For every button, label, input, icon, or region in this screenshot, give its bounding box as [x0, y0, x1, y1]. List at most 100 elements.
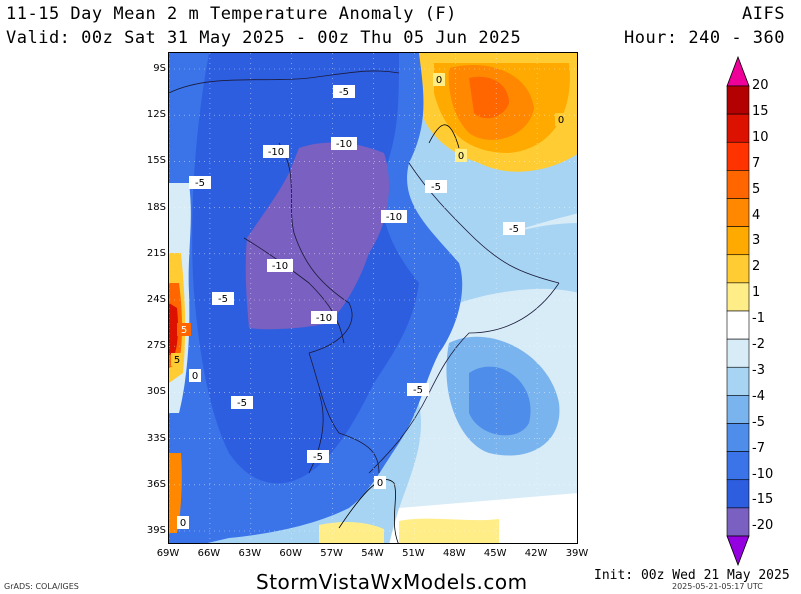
- zero-contour-ne: [428, 124, 460, 149]
- lon-label: 54W: [361, 548, 384, 559]
- colorbar-bottom-arrow: [726, 535, 750, 566]
- contour-label: -10: [263, 145, 289, 158]
- lon-label: 69W: [156, 548, 180, 559]
- contour-label: 0: [189, 369, 201, 382]
- lon-label: 60W: [279, 548, 302, 559]
- lon-label: 57W: [320, 548, 343, 559]
- graticule: [169, 53, 577, 543]
- colorbar-label: 7: [752, 155, 761, 171]
- colorbar-label: -15: [752, 492, 774, 508]
- colorbar-label: -20: [752, 518, 774, 534]
- border-line-uruguay: [308, 352, 380, 474]
- contour-label: -5: [212, 292, 234, 305]
- generated-timestamp: 2025-05-21-05:17 UTC: [672, 582, 763, 591]
- colorbar-label: -5: [752, 414, 765, 430]
- contour-labels: -5 -10 -10 -5 -5 -10: [171, 73, 567, 529]
- contour-label-text: -10: [386, 212, 402, 223]
- site-name: StormVistaWxModels.com: [256, 570, 528, 594]
- colorbar-label: 2: [752, 259, 761, 275]
- contour-label: -5: [307, 450, 329, 463]
- lat-label: 18S: [146, 201, 166, 213]
- colorbar-swatch: [726, 282, 750, 312]
- grads-credit: GrADS: COLA/IGES: [4, 582, 79, 591]
- contour-label-text: -5: [237, 398, 247, 409]
- contour-label: -5: [189, 176, 211, 189]
- ocean-minus4-area: [469, 366, 531, 436]
- lat-label: 15S: [146, 155, 166, 167]
- border-line-north: [169, 70, 400, 94]
- contour-label-text: -10: [316, 313, 332, 324]
- colorbar-label: 5: [752, 181, 761, 197]
- contour-label-text: -10: [268, 147, 284, 158]
- anomaly-map-svg: -5 -10 -10 -5 -5 -10: [169, 53, 577, 543]
- colorbar-label: 1: [752, 285, 761, 301]
- colorbar-swatch: [726, 451, 750, 481]
- colorbar-label: 10: [752, 129, 769, 145]
- lon-label: 51W: [402, 548, 425, 559]
- lat-label: 12S: [146, 109, 166, 121]
- contour-label: -10: [381, 210, 407, 223]
- lon-label: 39W: [565, 548, 589, 559]
- model-name: AIFS: [742, 4, 785, 24]
- colorbar-label: -1: [752, 311, 765, 327]
- lon-label: 45W: [483, 548, 507, 559]
- zero-contour-south: [338, 479, 399, 543]
- colorbar-label: -3: [752, 362, 765, 378]
- contour-label: -10: [311, 311, 337, 324]
- contour-label-text: 5: [181, 325, 187, 336]
- contour-label-text: 0: [377, 478, 383, 489]
- contour-label: -5: [333, 85, 355, 98]
- cold-mass-minus10: [245, 142, 389, 330]
- contour-label: 0: [433, 73, 445, 86]
- contour-label-text: -10: [272, 261, 288, 272]
- map-title: 11-15 Day Mean 2 m Temperature Anomaly (…: [6, 4, 457, 24]
- contour-label-text: 0: [558, 115, 564, 126]
- contour-label: -10: [267, 259, 293, 272]
- colorbar-swatch: [726, 198, 750, 227]
- contour-label-text: 0: [458, 151, 464, 162]
- contour-label: -5: [503, 222, 525, 235]
- colorbar-swatch: [726, 170, 750, 199]
- contour-label-text: 5: [174, 355, 180, 366]
- lon-label: 42W: [524, 548, 548, 559]
- colorbar-swatch: [726, 226, 750, 256]
- lat-label: 33S: [146, 432, 166, 444]
- south-warm-area: [399, 518, 499, 543]
- contour-label-text: -5: [431, 182, 441, 193]
- contour-label-text: -5: [218, 294, 228, 305]
- contour-label: 5: [177, 323, 191, 336]
- contour-label: -10: [331, 137, 357, 150]
- colorbar-svg: [726, 56, 750, 566]
- andes-warm-strip-3: [169, 303, 179, 355]
- colorbar-swatch: [726, 395, 750, 424]
- zero-contours: [338, 124, 460, 543]
- lon-label: 48W: [442, 548, 466, 559]
- contour-label: -5: [407, 383, 429, 396]
- lat-label: 9S: [153, 63, 166, 74]
- colorbar-label: -10: [752, 466, 774, 482]
- border-line-arg: [308, 392, 324, 474]
- anomaly-map: -5 -10 -10 -5 -5 -10: [168, 52, 578, 544]
- colorbar-top-arrow: [726, 56, 750, 87]
- contour-label: 0: [555, 113, 567, 126]
- colorbar-swatch: [726, 366, 750, 396]
- colorbar-swatch: [726, 141, 750, 171]
- contour-label: -5: [425, 180, 447, 193]
- contour-label-text: 0: [436, 75, 442, 86]
- contour-label-text: -5: [195, 178, 205, 189]
- contour-label-text: -5: [413, 385, 423, 396]
- contour-label: 0: [374, 476, 386, 489]
- coastline-se: [368, 282, 560, 474]
- ocean-minus2-area: [439, 223, 577, 303]
- colorbar-swatch: [726, 254, 750, 284]
- contour-label: 0: [177, 516, 189, 529]
- sw-warm-strip: [169, 453, 182, 533]
- colorbar-label: 15: [752, 103, 769, 119]
- south-warm-area-2: [319, 522, 384, 543]
- colorbar-label: 4: [752, 207, 761, 223]
- lat-label: 27S: [146, 340, 166, 352]
- border-line-paraguay: [243, 237, 345, 344]
- lat-label: 30S: [146, 386, 166, 398]
- lat-label: 36S: [146, 478, 166, 490]
- colorbar-label: 3: [752, 233, 761, 249]
